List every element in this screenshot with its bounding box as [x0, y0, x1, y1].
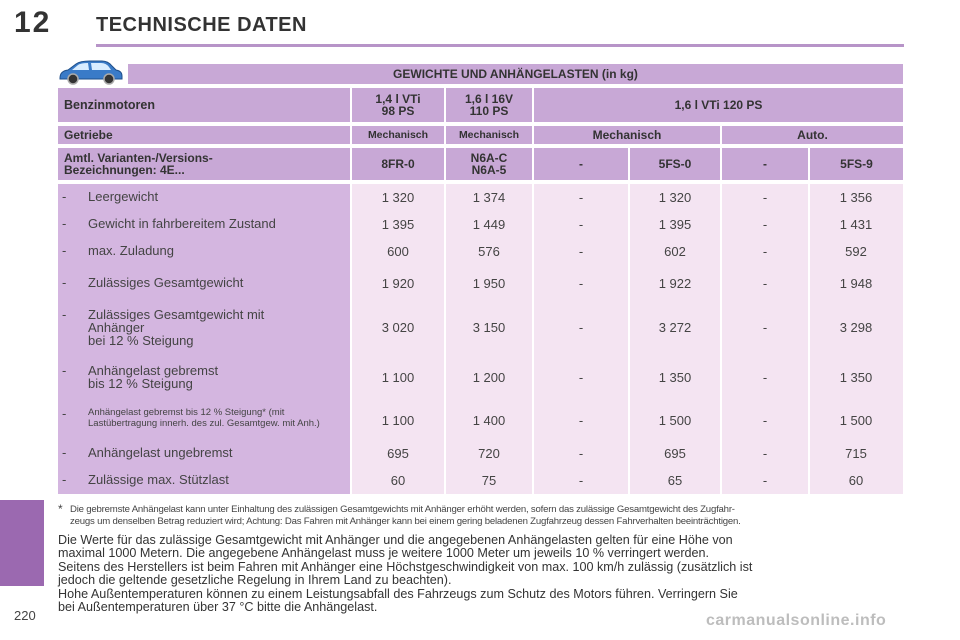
table-body-col-5	[722, 184, 808, 494]
engine-col-3: 1,6 l VTi 120 PS	[534, 88, 903, 122]
table-cell: -	[578, 446, 584, 461]
table-cell: 720	[478, 446, 500, 461]
table-cell: 65	[667, 473, 683, 488]
table-cell: -	[578, 473, 584, 488]
variant-col-2: N6A-C N6A-5	[446, 148, 532, 180]
gearbox-label: Getriebe	[58, 126, 350, 144]
table-cell: 1 500	[658, 413, 692, 428]
table-cell: 1 350	[839, 370, 873, 385]
table-cell: -	[578, 413, 584, 428]
variant-col-4: 5FS-0	[630, 148, 720, 180]
table-cell: 1 395	[658, 217, 692, 232]
table-cell: -	[578, 370, 584, 385]
table-cell: 1 395	[381, 217, 415, 232]
table-body-col-3	[534, 184, 628, 494]
table-cell: 3 020	[381, 320, 415, 335]
variant-col-3: -	[534, 148, 628, 180]
table-cell: 1 356	[839, 190, 873, 205]
variant-col-6: 5FS-9	[810, 148, 903, 180]
table-cell: -	[762, 276, 768, 291]
table-cell: -	[762, 413, 768, 428]
chapter-title: TECHNISCHE DATEN	[96, 14, 307, 36]
table-cell: -	[762, 320, 768, 335]
table-cell: 715	[845, 446, 867, 461]
table-cell: 3 272	[658, 320, 692, 335]
table-cell: 695	[664, 446, 686, 461]
table-cell: 1 400	[472, 413, 506, 428]
table-body-labels	[58, 184, 350, 494]
paragraph-temperature: Hohe Außentemperaturen können zu einem L…	[58, 587, 738, 614]
footnote-line-2: zeugs um denselben Betrag reduziert wird…	[70, 516, 741, 527]
table-cell: 1 920	[381, 276, 415, 291]
page-number: 220	[14, 608, 36, 623]
watermark: carmanualsonline.info	[706, 612, 887, 629]
table-cell: -	[762, 217, 768, 232]
variants-label: Amtl. Varianten-/Versions- Bezeichnungen…	[58, 148, 350, 180]
table-cell: 1 100	[381, 370, 415, 385]
header-rule	[96, 44, 904, 47]
table-cell: 3 150	[472, 320, 506, 335]
engine-col-2: 1,6 l 16V 110 PS	[446, 88, 532, 122]
table-cell: 1 100	[381, 413, 415, 428]
table-cell: 1 449	[472, 217, 506, 232]
table-cell: -	[578, 320, 584, 335]
table-body-col-1	[352, 184, 444, 494]
paragraph-speed: Seitens des Herstellers ist beim Fahren …	[58, 560, 753, 587]
table-cell: 60	[848, 473, 864, 488]
table-cell: -	[578, 276, 584, 291]
table-cell: 1 431	[839, 217, 873, 232]
chapter-number: 12	[14, 6, 52, 39]
table-cell: 1 200	[472, 370, 506, 385]
gearbox-col-1: Mechanisch	[352, 126, 444, 144]
gearbox-col-3: Mechanisch	[534, 126, 720, 144]
footnote-marker: *	[58, 502, 63, 516]
table-title: GEWICHTE UND ANHÄNGELASTEN (in kg)	[128, 64, 903, 84]
table-cell: 600	[387, 244, 409, 259]
table-body-col-4	[630, 184, 720, 494]
table-cell: 1 374	[472, 190, 506, 205]
table-body-col-2	[446, 184, 532, 494]
footnote-line-1: Die gebremste Anhängelast kann unter Ein…	[70, 504, 735, 515]
table-cell: 592	[845, 244, 867, 259]
table-body-col-6	[810, 184, 903, 494]
gearbox-col-2: Mechanisch	[446, 126, 532, 144]
table-cell: 60	[390, 473, 406, 488]
variant-col-5: -	[722, 148, 808, 180]
table-cell: 1 922	[658, 276, 692, 291]
table-cell: -	[762, 244, 768, 259]
paragraph-altitude: Die Werte für das zulässige Gesamtgewich…	[58, 533, 733, 560]
table-cell: 576	[478, 244, 500, 259]
table-cell: 1 320	[381, 190, 415, 205]
table-cell: -	[578, 217, 584, 232]
table-cell: 75	[481, 473, 497, 488]
chapter-side-tab	[0, 500, 44, 586]
table-cell: -	[762, 446, 768, 461]
variant-col-1: 8FR-0	[352, 148, 444, 180]
engine-col-1: 1,4 l VTi 98 PS	[352, 88, 444, 122]
table-cell: 1 320	[658, 190, 692, 205]
table-cell: 1 350	[658, 370, 692, 385]
engine-label: Benzinmotoren	[58, 88, 350, 122]
table-cell: 1 500	[839, 413, 873, 428]
table-cell: 3 298	[839, 320, 873, 335]
table-cell: 695	[387, 446, 409, 461]
table-cell: -	[578, 244, 584, 259]
table-cell: -	[762, 370, 768, 385]
table-cell: -	[762, 190, 768, 205]
table-cell: 1 948	[839, 276, 873, 291]
table-cell: -	[762, 473, 768, 488]
table-cell: -	[578, 190, 584, 205]
table-cell: 602	[664, 244, 686, 259]
car-icon	[59, 60, 123, 85]
table-cell: 1 950	[472, 276, 506, 291]
gearbox-col-4: Auto.	[722, 126, 903, 144]
